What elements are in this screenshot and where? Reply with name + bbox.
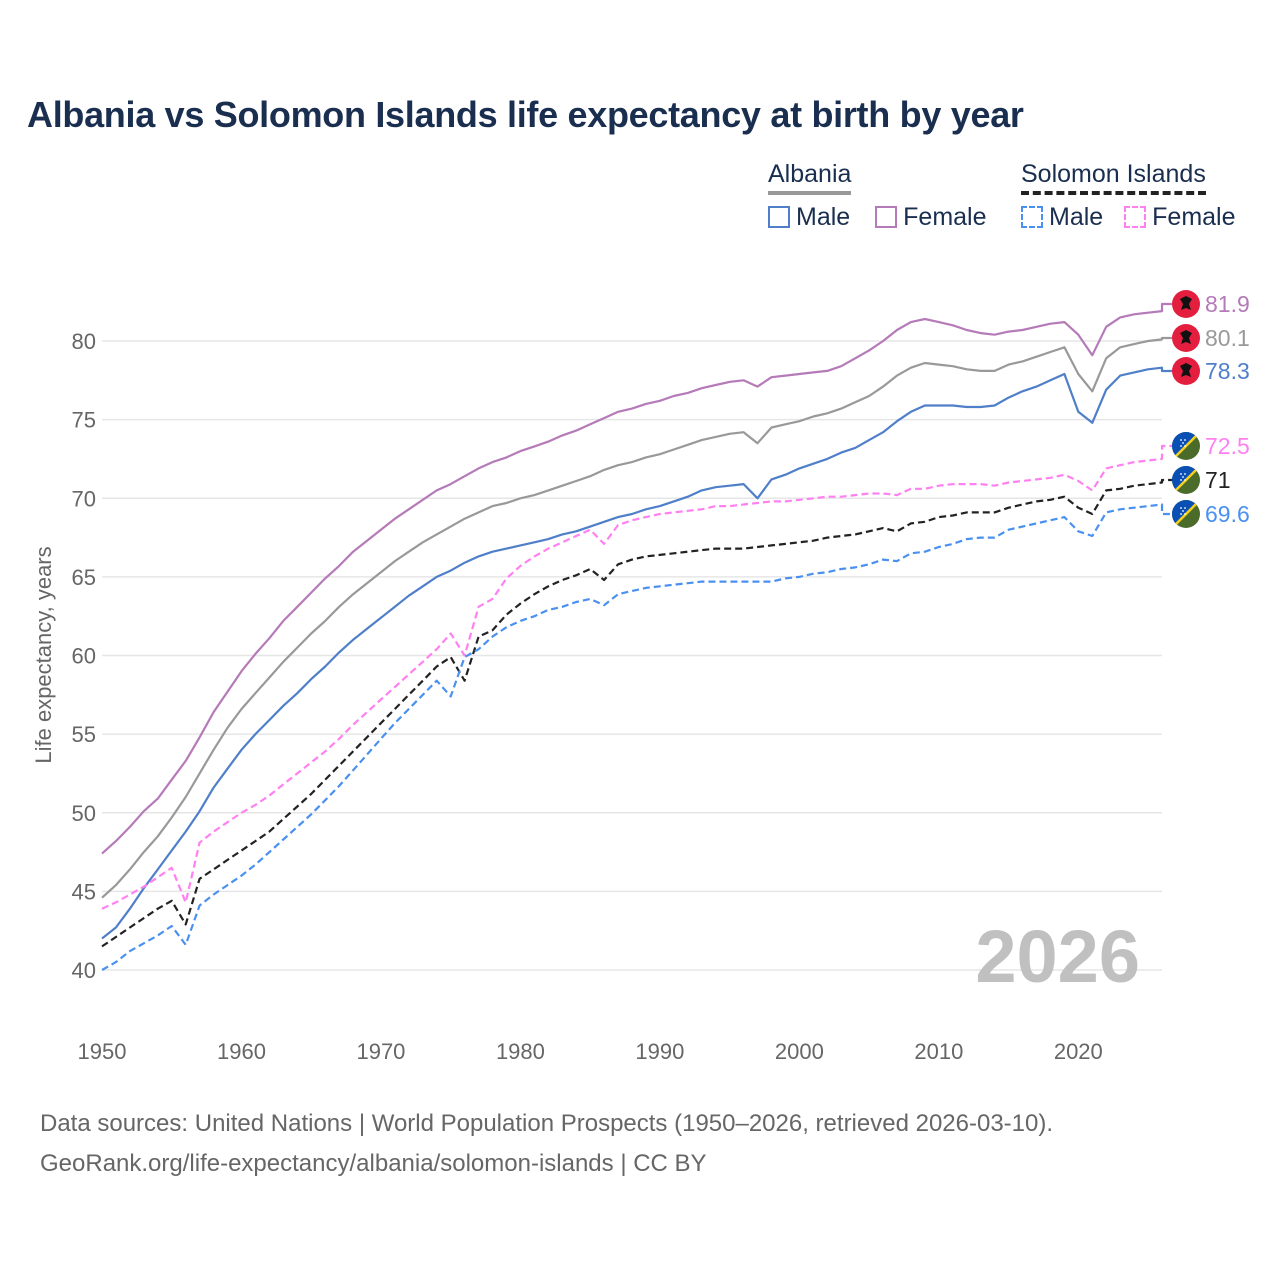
x-tick-label: 2020 (1054, 1039, 1103, 1064)
x-tick-label: 1950 (78, 1039, 127, 1064)
end-markers: 81.9 80.1 78.3 72.5 71 69.6 (1172, 290, 1250, 528)
solomon-islands-flag-icon (1172, 432, 1200, 460)
legend-item-albania-female[interactable]: Female (875, 202, 987, 232)
y-tick-label: 40 (72, 958, 96, 983)
x-tick-label: 1960 (217, 1039, 266, 1064)
legend-group-albania[interactable]: Albania Male Female (768, 160, 987, 231)
x-tick-label: 1980 (496, 1039, 545, 1064)
albania-flag-icon (1172, 324, 1200, 352)
series-lines (101, 302, 1172, 971)
y-tick-label: 65 (72, 565, 96, 590)
legend-group-title: Albania (768, 160, 852, 195)
x-tick-label: 2000 (775, 1039, 824, 1064)
legend-item-solomon-female[interactable]: Female (1124, 202, 1236, 232)
legend-swatch (1124, 205, 1147, 228)
legend-item-solomon-male[interactable]: Male (1021, 203, 1103, 232)
x-axis-ticks: 1950 1960 1970 1980 1990 2000 2010 2020 (78, 1039, 1103, 1064)
legend-label: Male (1049, 202, 1104, 231)
x-tick-label: 1970 (356, 1039, 405, 1064)
x-tick-label: 1990 (635, 1039, 684, 1064)
legend-swatch (875, 205, 898, 228)
legend-swatch (768, 205, 790, 228)
legend-label: Female (1152, 202, 1236, 231)
footer: Data sources: United Nations | World Pop… (40, 1104, 1053, 1184)
end-value-label: 71 (1205, 467, 1231, 493)
footer-sources: Data sources: United Nations | World Pop… (40, 1110, 1054, 1137)
y-tick-label: 70 (72, 486, 96, 511)
albania-flag-icon (1172, 357, 1200, 385)
series-line (101, 366, 1172, 940)
end-value-label: 69.6 (1205, 501, 1250, 527)
legend-label: Male (796, 202, 851, 231)
footer-link[interactable]: GeoRank.org/life-expectancy/albania/solo… (40, 1150, 707, 1177)
y-tick-label: 75 (72, 408, 96, 433)
series-line (101, 302, 1172, 855)
solomon-islands-flag-icon (1172, 466, 1200, 494)
y-tick-label: 60 (72, 644, 96, 669)
series-line (101, 444, 1172, 910)
end-value-label: 78.3 (1205, 358, 1250, 384)
y-tick-label: 45 (72, 879, 96, 904)
albania-flag-icon (1172, 290, 1200, 318)
end-value-label: 72.5 (1205, 433, 1250, 459)
legend-group-title: Solomon Islands (1021, 160, 1206, 195)
legend-label: Female (903, 202, 987, 231)
series-line (101, 336, 1172, 899)
end-value-label: 81.9 (1205, 291, 1250, 317)
y-tick-label: 50 (72, 801, 96, 826)
year-watermark: 2026 (975, 915, 1140, 998)
x-tick-label: 2010 (914, 1039, 963, 1064)
legend-group-solomon-islands[interactable]: Solomon Islands Male Female (1021, 160, 1236, 231)
y-axis-ticks: 40 45 50 55 60 65 70 75 80 (72, 329, 96, 983)
solomon-islands-flag-icon (1172, 500, 1200, 528)
chart-title: Albania vs Solomon Islands life expectan… (27, 94, 1024, 135)
legend-item-albania-male[interactable]: Male (768, 203, 850, 232)
y-tick-label: 55 (72, 722, 96, 747)
gridlines (102, 340, 1162, 971)
y-axis-label: Life expectancy, years (31, 546, 56, 763)
legend-swatch (1021, 205, 1043, 228)
series-line (101, 503, 1172, 971)
series-line (101, 478, 1172, 948)
y-tick-label: 80 (72, 329, 96, 354)
end-value-label: 80.1 (1205, 325, 1250, 351)
